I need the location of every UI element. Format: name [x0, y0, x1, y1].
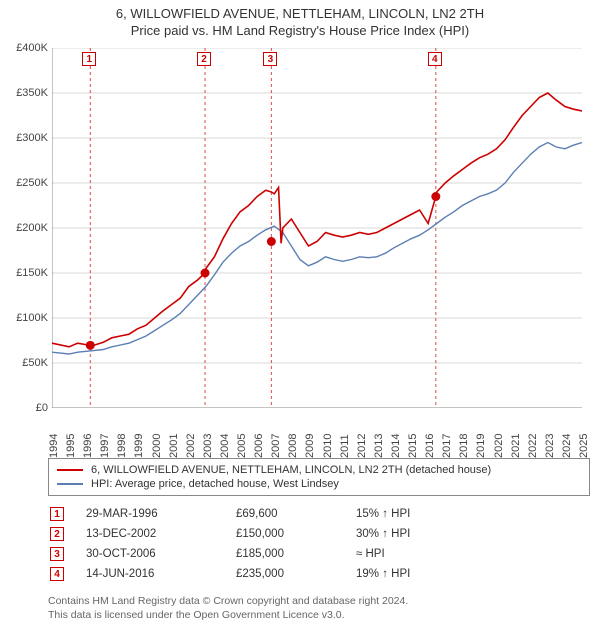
x-axis-labels: 1994199519961997199819992000200120022003… — [52, 410, 582, 446]
events-table: 1 29-MAR-1996£69,60015% ↑ HPI 2 13-DEC-2002… — [48, 504, 590, 584]
x-tick-label: 2015 — [407, 434, 419, 458]
x-tick-label: 2024 — [561, 434, 573, 458]
x-tick-label: 1998 — [116, 434, 128, 458]
sale-marker-2: 2 — [197, 52, 211, 66]
event-row: 4 14-JUN-2016£235,00019% ↑ HPI — [48, 564, 590, 584]
event-delta: 19% ↑ HPI — [354, 564, 590, 584]
sale-marker-4: 4 — [428, 52, 442, 66]
x-tick-label: 2004 — [219, 434, 231, 458]
event-price: £150,000 — [234, 524, 354, 544]
x-tick-label: 2007 — [270, 434, 282, 458]
chart-container: 6, WILLOWFIELD AVENUE, NETTLEHAM, LINCOL… — [0, 0, 600, 620]
y-tick-label: £200K — [16, 222, 48, 234]
x-tick-label: 1996 — [82, 434, 94, 458]
x-tick-label: 2013 — [373, 434, 385, 458]
x-tick-label: 2011 — [339, 434, 351, 458]
event-price: £69,600 — [234, 504, 354, 524]
event-marker: 3 — [50, 547, 64, 561]
y-tick-label: £350K — [16, 87, 48, 99]
title-address: 6, WILLOWFIELD AVENUE, NETTLEHAM, LINCOL… — [0, 6, 600, 21]
legend-swatch — [57, 483, 83, 485]
x-tick-label: 1994 — [48, 434, 60, 458]
event-row: 1 29-MAR-1996£69,60015% ↑ HPI — [48, 504, 590, 524]
event-price: £235,000 — [234, 564, 354, 584]
title-subtitle: Price paid vs. HM Land Registry's House … — [0, 23, 600, 38]
event-marker: 1 — [50, 507, 64, 521]
event-delta: ≈ HPI — [354, 544, 590, 564]
x-tick-label: 2008 — [287, 434, 299, 458]
legend: 6, WILLOWFIELD AVENUE, NETTLEHAM, LINCOL… — [48, 458, 590, 496]
y-tick-label: £50K — [22, 357, 48, 369]
footer: Contains HM Land Registry data © Crown c… — [48, 594, 590, 622]
x-tick-label: 2022 — [527, 434, 539, 458]
sale-marker-1: 1 — [82, 52, 96, 66]
event-marker: 2 — [50, 527, 64, 541]
event-delta: 30% ↑ HPI — [354, 524, 590, 544]
legend-label: 6, WILLOWFIELD AVENUE, NETTLEHAM, LINCOL… — [91, 464, 491, 476]
x-tick-label: 1999 — [133, 434, 145, 458]
x-tick-label: 1995 — [65, 434, 77, 458]
x-tick-label: 2016 — [424, 434, 436, 458]
x-tick-label: 2001 — [168, 434, 180, 458]
x-tick-label: 2021 — [510, 434, 522, 458]
event-row: 3 30-OCT-2006£185,000≈ HPI — [48, 544, 590, 564]
legend-row: 6, WILLOWFIELD AVENUE, NETTLEHAM, LINCOL… — [57, 463, 581, 477]
event-marker: 4 — [50, 567, 64, 581]
x-tick-label: 2009 — [304, 434, 316, 458]
x-tick-label: 2010 — [322, 434, 334, 458]
x-tick-label: 2014 — [390, 434, 402, 458]
legend-label: HPI: Average price, detached house, West… — [91, 478, 339, 490]
x-tick-label: 2020 — [493, 434, 505, 458]
x-tick-label: 2000 — [151, 434, 163, 458]
x-tick-label: 2025 — [578, 434, 590, 458]
chart-area: £0£50K£100K£150K£200K£250K£300K£350K£400… — [52, 48, 582, 408]
x-tick-label: 2005 — [236, 434, 248, 458]
y-axis-labels: £0£50K£100K£150K£200K£250K£300K£350K£400… — [2, 48, 50, 408]
y-tick-label: £300K — [16, 132, 48, 144]
x-tick-label: 2017 — [441, 434, 453, 458]
y-tick-label: £0 — [36, 402, 48, 414]
legend-row: HPI: Average price, detached house, West… — [57, 477, 581, 491]
event-row: 2 13-DEC-2002£150,00030% ↑ HPI — [48, 524, 590, 544]
sale-marker-3: 3 — [263, 52, 277, 66]
legend-swatch — [57, 469, 83, 471]
x-tick-label: 2018 — [458, 434, 470, 458]
event-date: 29-MAR-1996 — [84, 504, 234, 524]
x-tick-label: 2006 — [253, 434, 265, 458]
x-tick-label: 2023 — [544, 434, 556, 458]
footer-line1: Contains HM Land Registry data © Crown c… — [48, 594, 590, 608]
event-date: 30-OCT-2006 — [84, 544, 234, 564]
event-price: £185,000 — [234, 544, 354, 564]
y-tick-label: £250K — [16, 177, 48, 189]
y-tick-label: £100K — [16, 312, 48, 324]
x-tick-label: 1997 — [99, 434, 111, 458]
y-tick-label: £150K — [16, 267, 48, 279]
event-delta: 15% ↑ HPI — [354, 504, 590, 524]
y-tick-label: £400K — [16, 42, 48, 54]
events-tbody: 1 29-MAR-1996£69,60015% ↑ HPI 2 13-DEC-2002… — [48, 504, 590, 584]
x-tick-label: 2002 — [185, 434, 197, 458]
chart-svg — [52, 48, 582, 408]
x-tick-label: 2019 — [475, 434, 487, 458]
x-tick-label: 2012 — [356, 434, 368, 458]
event-date: 14-JUN-2016 — [84, 564, 234, 584]
title-block: 6, WILLOWFIELD AVENUE, NETTLEHAM, LINCOL… — [0, 0, 600, 40]
x-tick-label: 2003 — [202, 434, 214, 458]
event-date: 13-DEC-2002 — [84, 524, 234, 544]
